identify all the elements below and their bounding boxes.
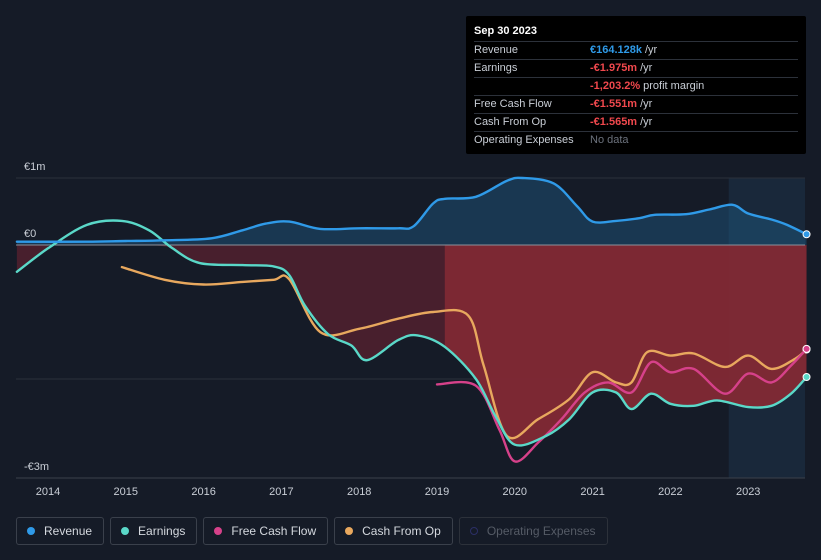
series-end-point bbox=[802, 372, 811, 381]
legend-item-cash-from-op[interactable]: Cash From Op bbox=[334, 517, 453, 545]
tooltip-row-unit: /yr bbox=[640, 116, 653, 128]
y-tick-label: -€3m bbox=[24, 461, 49, 473]
legend-item-earnings[interactable]: Earnings bbox=[110, 517, 198, 545]
legend-label: Earnings bbox=[138, 524, 186, 538]
series-line-revenue bbox=[15, 176, 808, 243]
series-end-point bbox=[802, 344, 811, 353]
legend-item-free-cash-flow[interactable]: Free Cash Flow bbox=[203, 517, 329, 545]
x-tick-label: 2016 bbox=[191, 486, 215, 498]
x-tick-label: 2021 bbox=[580, 486, 604, 498]
legend-dot-icon bbox=[469, 527, 478, 535]
x-tick-label: 2022 bbox=[658, 486, 682, 498]
x-tick-label: 2018 bbox=[347, 486, 371, 498]
tooltip-row: Free Cash Flow -€1.551m/yr bbox=[474, 96, 798, 114]
tooltip-row: Earnings -€1.975m/yr bbox=[474, 60, 798, 78]
series-line-cash-from-op bbox=[120, 265, 808, 440]
x-tick-label: 2017 bbox=[269, 486, 293, 498]
tooltip-row-unit: /yr bbox=[645, 44, 658, 56]
y-tick-label: €1m bbox=[24, 161, 45, 173]
earnings-area-highlight bbox=[444, 245, 807, 446]
tooltip-date: Sep 30 2023 bbox=[474, 24, 798, 42]
axis-labels: €1m €0 -€3m 2014 2015 2016 2017 2018 2019 2020 202… bbox=[24, 161, 760, 498]
tooltip-row-value: -€1.551m bbox=[590, 98, 638, 110]
series-end-point bbox=[802, 230, 811, 239]
legend-label: Free Cash Flow bbox=[231, 524, 317, 538]
tooltip-row: -1,203.2% profit margin bbox=[474, 78, 798, 96]
x-tick-label: 2014 bbox=[36, 486, 60, 498]
tooltip-row-value: No data bbox=[590, 134, 629, 146]
legend-dot-icon bbox=[345, 527, 354, 535]
legend-dot-icon bbox=[214, 527, 223, 535]
tooltip-row-value: -1,203.2% bbox=[590, 80, 641, 92]
y-tick-label: €0 bbox=[24, 228, 36, 240]
tooltip-row: Operating Expenses No data bbox=[474, 132, 798, 149]
tooltip-row-label: Free Cash Flow bbox=[474, 98, 552, 110]
series-lines bbox=[15, 176, 811, 463]
tooltip-row-label bbox=[474, 78, 590, 95]
tooltip-panel: Sep 30 2023 Revenue €164.128k/yr Earnings -… bbox=[466, 16, 806, 154]
legend-dot-icon bbox=[121, 527, 130, 535]
series-line-earnings bbox=[15, 219, 808, 447]
x-tick-label: 2020 bbox=[503, 486, 527, 498]
tooltip-row: Revenue €164.128k/yr bbox=[474, 42, 798, 60]
legend-dot-icon bbox=[27, 527, 35, 535]
x-tick-label: 2015 bbox=[114, 486, 138, 498]
legend-label: Operating Expenses bbox=[486, 524, 596, 538]
tooltip-row-unit: /yr bbox=[640, 62, 653, 74]
tooltip-row: Cash From Op -€1.565m/yr bbox=[474, 114, 798, 132]
legend-item-operating-expenses[interactable]: Operating Expenses bbox=[458, 517, 608, 545]
tooltip-row-value: €164.128k bbox=[590, 44, 642, 56]
legend: Revenue Earnings Free Cash Flow Cash From O… bbox=[16, 517, 608, 545]
financial-chart: €1m €0 -€3m 2014 2015 2016 2017 2018 2019 2020 202… bbox=[15, 161, 811, 498]
tooltip-row-label: Cash From Op bbox=[474, 116, 547, 128]
legend-label: Cash From Op bbox=[362, 524, 441, 538]
legend-item-revenue[interactable]: Revenue bbox=[16, 517, 105, 545]
revenue-area bbox=[16, 177, 807, 245]
series-line-free-cash-flow bbox=[435, 347, 808, 463]
tooltip-row-unit: profit margin bbox=[643, 80, 705, 92]
tooltip-row-label: Operating Expenses bbox=[474, 134, 574, 146]
x-tick-label: 2023 bbox=[736, 486, 760, 498]
tooltip-row-value: -€1.975m bbox=[590, 62, 638, 74]
tooltip-row-label: Revenue bbox=[474, 44, 519, 56]
legend-label: Revenue bbox=[44, 524, 93, 538]
tooltip-row-label: Earnings bbox=[474, 62, 518, 74]
x-tick-label: 2019 bbox=[425, 486, 449, 498]
tooltip-row-unit: /yr bbox=[640, 98, 653, 110]
tooltip-row-value: -€1.565m bbox=[590, 116, 638, 128]
